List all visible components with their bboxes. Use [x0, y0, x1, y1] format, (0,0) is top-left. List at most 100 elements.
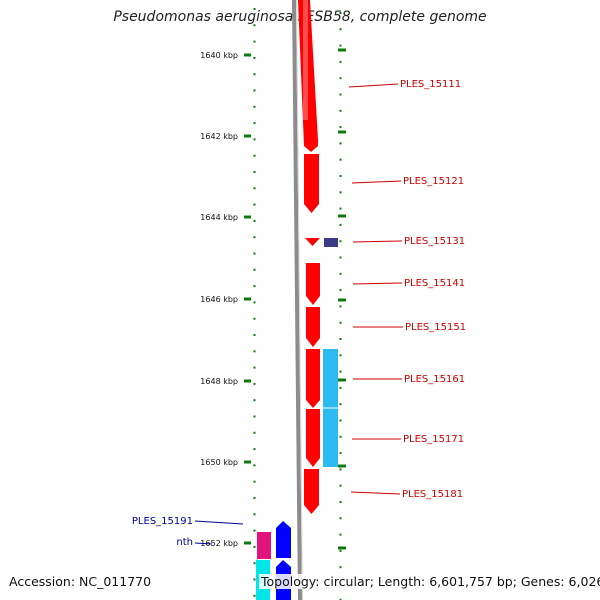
minor-tick-outer [339, 256, 342, 259]
gene-label[interactable]: PLES_15171 [403, 434, 464, 445]
tick-label: 1640 kbp [200, 51, 238, 60]
minor-tick-inner [253, 382, 256, 385]
cds-reverse-ples-15191[interactable] [276, 521, 291, 558]
minor-tick-outer [339, 468, 342, 471]
minor-tick-inner [253, 285, 256, 288]
minor-tick-inner [253, 24, 256, 27]
minor-tick-outer [339, 158, 342, 161]
gene-label-leader [194, 542, 213, 545]
major-tick [244, 134, 251, 138]
major-tick-outer [338, 298, 346, 302]
gene-label-leader [351, 180, 402, 184]
cds-forward-ples-15141[interactable] [306, 263, 320, 305]
minor-tick-outer [339, 452, 342, 455]
minor-tick-inner [253, 464, 256, 467]
gene-label-leader [348, 83, 399, 88]
minor-tick-inner [253, 545, 256, 548]
gene-label[interactable]: PLES_15191 [132, 516, 193, 527]
minor-tick-inner [253, 187, 256, 190]
minor-tick-outer [339, 191, 342, 194]
tick-label: 1652 kbp [200, 539, 238, 548]
minor-tick-outer [339, 289, 342, 292]
genome-backbone-highlight [296, 0, 303, 600]
cds-forward-ples-15111-highlight [303, 0, 308, 120]
major-tick [244, 379, 251, 383]
minor-tick-outer [339, 207, 342, 210]
cds-forward-ples-15181[interactable] [304, 469, 319, 514]
minor-tick-inner [253, 138, 256, 141]
feature-dark-15131[interactable] [324, 238, 338, 247]
gene-label[interactable]: PLES_15161 [404, 374, 465, 385]
minor-tick-outer [339, 240, 342, 243]
cds-forward-ples-15161[interactable] [306, 349, 320, 408]
minor-tick-inner [253, 73, 256, 76]
cds-forward-ples-15131[interactable] [305, 238, 320, 246]
minor-tick-outer [339, 533, 342, 536]
gene-label[interactable]: PLES_15181 [402, 489, 463, 500]
minor-tick-outer [339, 403, 342, 406]
minor-tick-outer [339, 517, 342, 520]
minor-tick-outer [339, 44, 342, 47]
minor-tick-outer [339, 386, 342, 389]
minor-tick-outer [339, 223, 342, 226]
minor-tick-inner [253, 399, 256, 402]
minor-tick-inner [253, 122, 256, 125]
minor-tick-outer [339, 93, 342, 96]
minor-tick-inner [253, 350, 256, 353]
minor-tick-inner [253, 40, 256, 43]
gene-label-lines [194, 83, 403, 545]
gene-label-leader [352, 240, 403, 243]
gene-label[interactable]: PLES_15131 [404, 236, 465, 247]
minor-tick-outer [339, 272, 342, 275]
minor-tick-outer [339, 501, 342, 503]
minor-tick-inner [253, 578, 256, 581]
gene-label[interactable]: PLES_15121 [403, 176, 464, 187]
accession-text: Accession: NC_011770 [9, 574, 152, 589]
minor-tick-outer [339, 305, 342, 308]
minor-tick-outer [339, 12, 342, 14]
minor-tick-outer [339, 354, 342, 357]
minor-tick-inner [253, 594, 256, 597]
minor-tick-inner [253, 529, 256, 532]
gene-label[interactable]: PLES_15141 [404, 278, 465, 289]
gene-label[interactable]: nth [176, 537, 193, 548]
topology-text: Topology: circular; Length: 6,601,757 bp… [259, 574, 600, 589]
gene-label[interactable]: PLES_15151 [405, 322, 466, 333]
minor-tick-inner [253, 334, 256, 336]
minor-tick-outer [339, 109, 342, 112]
minor-tick-inner [253, 219, 256, 222]
minor-tick-outer [339, 419, 342, 422]
cds-forward-ples-15151[interactable] [306, 307, 320, 347]
tick-labels: 1640 kbp 1642 kbp 1644 kbp 1646 kbp 1648 kbp… [200, 51, 238, 548]
minor-tick-outer [339, 598, 342, 600]
minor-ticks [253, 8, 342, 600]
minor-tick-inner [253, 154, 256, 157]
minor-tick-inner [253, 448, 256, 451]
gene-label-leader [194, 520, 244, 525]
minor-tick-outer [339, 28, 342, 31]
minor-tick-outer [339, 60, 342, 63]
minor-tick-inner [253, 480, 256, 483]
cds-forward-ples-15171[interactable] [306, 409, 320, 467]
cds-forward-ples-15121[interactable] [304, 154, 319, 213]
major-tick-outer [338, 546, 346, 550]
genome-backbone [292, 0, 302, 600]
minor-tick-inner [253, 171, 256, 173]
minor-tick-outer [339, 549, 342, 552]
major-tick-outer [338, 378, 346, 382]
minor-tick-outer [339, 338, 342, 340]
gene-label-texts: PLES_15111 PLES_15121 PLES_15131 PLES_15141… [132, 79, 466, 548]
minor-tick-inner [253, 89, 256, 92]
minor-tick-outer [339, 435, 342, 438]
minor-tick-outer [339, 77, 342, 80]
feature-magenta-15191[interactable] [257, 532, 271, 559]
gene-label[interactable]: PLES_15111 [400, 79, 461, 90]
minor-tick-inner [253, 8, 256, 10]
minor-tick-inner [253, 513, 256, 516]
minor-tick-outer [339, 175, 342, 177]
major-tick-outer [338, 464, 346, 468]
minor-tick-inner [253, 56, 256, 59]
minor-tick-inner [253, 562, 256, 565]
major-tick-outer [338, 130, 346, 134]
